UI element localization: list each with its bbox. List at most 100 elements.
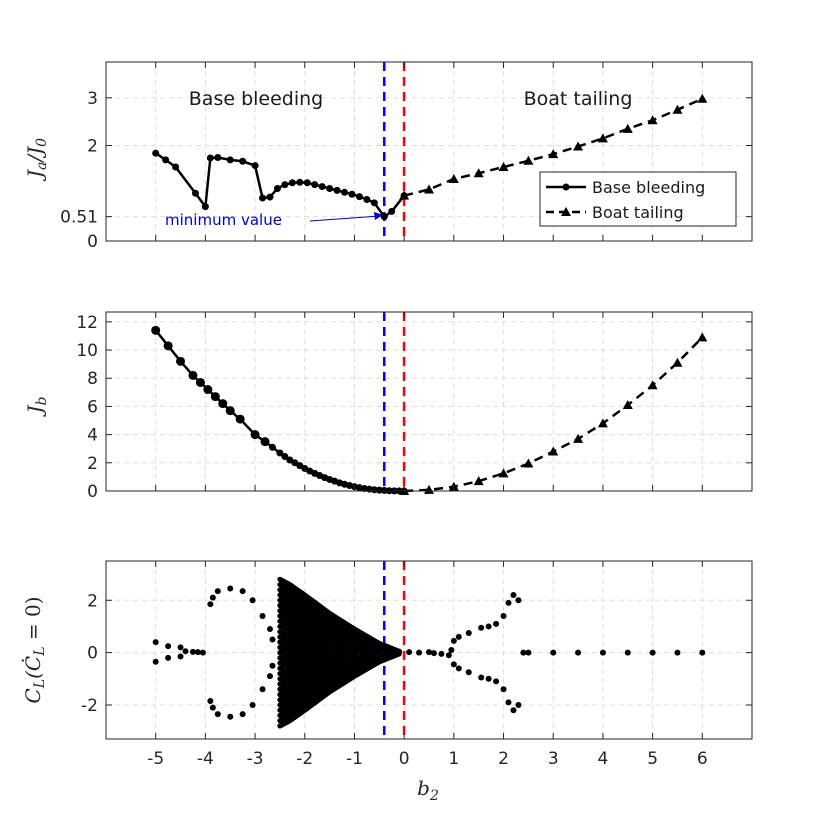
- scatter-point: [249, 597, 256, 604]
- legend-marker-base: [562, 183, 570, 191]
- scatter-point: [520, 649, 527, 656]
- base-bleeding-line: [154, 329, 405, 493]
- scatter-point: [649, 649, 656, 656]
- base-bleeding-point: [380, 213, 388, 221]
- panel-jb: 0 2 4 6 8 10 12: [76, 311, 753, 502]
- y-ticks: 0 2 4 6 8 10 12: [76, 313, 752, 502]
- boat-tailing-point: [672, 357, 683, 367]
- scatter-point: [500, 686, 507, 693]
- scatter-point: [266, 626, 273, 633]
- scatter-point: [209, 594, 216, 601]
- y-tick-label: 2: [87, 591, 98, 611]
- scatter-point: [266, 673, 273, 680]
- scatter-point: [455, 665, 462, 672]
- scatter-point: [227, 713, 234, 720]
- base-bleeding-point: [172, 163, 180, 171]
- y-tick-label: 8: [87, 369, 98, 389]
- x-tick-label: -4: [197, 749, 214, 769]
- base-bleeding-point: [203, 385, 213, 395]
- x-tick-label: 0: [399, 749, 410, 769]
- x-ticks: [155, 312, 703, 491]
- boat-tailing-point: [622, 400, 633, 410]
- scatter-point: [209, 704, 216, 711]
- base-bleeding-point: [348, 190, 356, 198]
- base-bleeding-point: [268, 443, 276, 451]
- annotation-arrow-head: [374, 212, 383, 220]
- boat-tailing-point: [523, 458, 534, 468]
- y-axis-title-ja-j0: Ja/J0: [23, 138, 50, 182]
- scatter-point: [505, 599, 512, 606]
- scatter-point: [485, 675, 492, 682]
- x-tick-label: -1: [346, 749, 363, 769]
- x-tick-label: -3: [247, 749, 264, 769]
- scatter-point: [493, 620, 500, 627]
- boat-tailing-point: [647, 115, 658, 125]
- base-bleeding-point: [296, 178, 304, 186]
- boat-tailing-point: [647, 380, 658, 390]
- scatter-point: [624, 649, 631, 656]
- base-bleeding-point: [333, 186, 341, 194]
- scatter-point: [478, 624, 485, 631]
- scatter-point: [214, 711, 221, 718]
- legend-box: [539, 171, 737, 227]
- scatter-point: [177, 653, 184, 660]
- boat-tailing-point: [697, 332, 708, 342]
- reference-lines: [383, 312, 406, 491]
- boat-tailing-point: [473, 476, 484, 486]
- scatter-point: [510, 707, 517, 714]
- scatter-point: [227, 585, 234, 592]
- base-bleeding-point: [218, 399, 228, 409]
- scatter-point: [500, 612, 507, 619]
- y-tick-label: 2: [87, 454, 98, 474]
- x-tick-label: 1: [448, 749, 459, 769]
- base-bleeding-point: [188, 370, 198, 380]
- scatter-point: [445, 652, 452, 659]
- axes-frame: [105, 560, 753, 740]
- annotation-text: minimum value: [165, 211, 282, 229]
- legend: Base bleeding Boat tailing: [539, 171, 737, 227]
- base-bleeding-point: [206, 154, 214, 162]
- scatter-point: [269, 636, 276, 643]
- scatter-point: [455, 633, 462, 640]
- scatter-point: [239, 711, 246, 718]
- series-layer: [152, 93, 708, 221]
- y-tick-label: -2: [81, 696, 98, 716]
- base-bleeding-point: [341, 188, 349, 196]
- scatter-point: [510, 592, 517, 599]
- scatter-point: [152, 639, 159, 646]
- base-bleeding-point: [281, 452, 289, 460]
- scatter-point: [450, 661, 457, 668]
- base-bleeding-point: [176, 356, 186, 366]
- y-axis-title-cl: CL(ĊL = 0): [20, 596, 48, 703]
- y-axis-title-jb: Jb: [23, 396, 50, 417]
- scatter-point: [383, 647, 390, 654]
- scatter-point: [165, 643, 172, 650]
- y-tick-label: 6: [87, 397, 98, 417]
- base-bleeding-point: [318, 183, 326, 191]
- base-bleeding-point: [375, 486, 383, 494]
- base-bleeding-point: [370, 199, 378, 207]
- x-tick-label: 2: [498, 749, 509, 769]
- scatter-point: [199, 649, 206, 656]
- base-bleeding-point: [260, 437, 270, 447]
- legend-marker-boat: [561, 207, 571, 216]
- boat-tailing-point: [498, 468, 509, 478]
- base-bleeding-point: [303, 179, 311, 187]
- x-tick-label: 3: [548, 749, 559, 769]
- y-tick-label: 0: [87, 232, 98, 252]
- scatter-point: [478, 674, 485, 681]
- base-bleeding-point: [235, 414, 245, 424]
- boat-tailing-point: [597, 133, 608, 143]
- scatter-point: [189, 648, 196, 655]
- base-bleeding-point: [191, 189, 199, 197]
- scatter-point: [259, 612, 266, 619]
- x-ticks: [155, 62, 703, 241]
- scatter-point: [430, 650, 437, 657]
- boat-tailing-point: [473, 168, 484, 178]
- boat-tailing-point: [424, 184, 434, 194]
- annotation-arrow-line: [309, 215, 381, 222]
- panel-cl: -5 -4 -3 -2 -1 0 1 2 3 4 5 6 -2 0 2: [81, 560, 753, 769]
- scatter-point: [674, 649, 681, 656]
- region-label-right: Boat tailing: [524, 88, 633, 110]
- scatter-point: [391, 648, 398, 655]
